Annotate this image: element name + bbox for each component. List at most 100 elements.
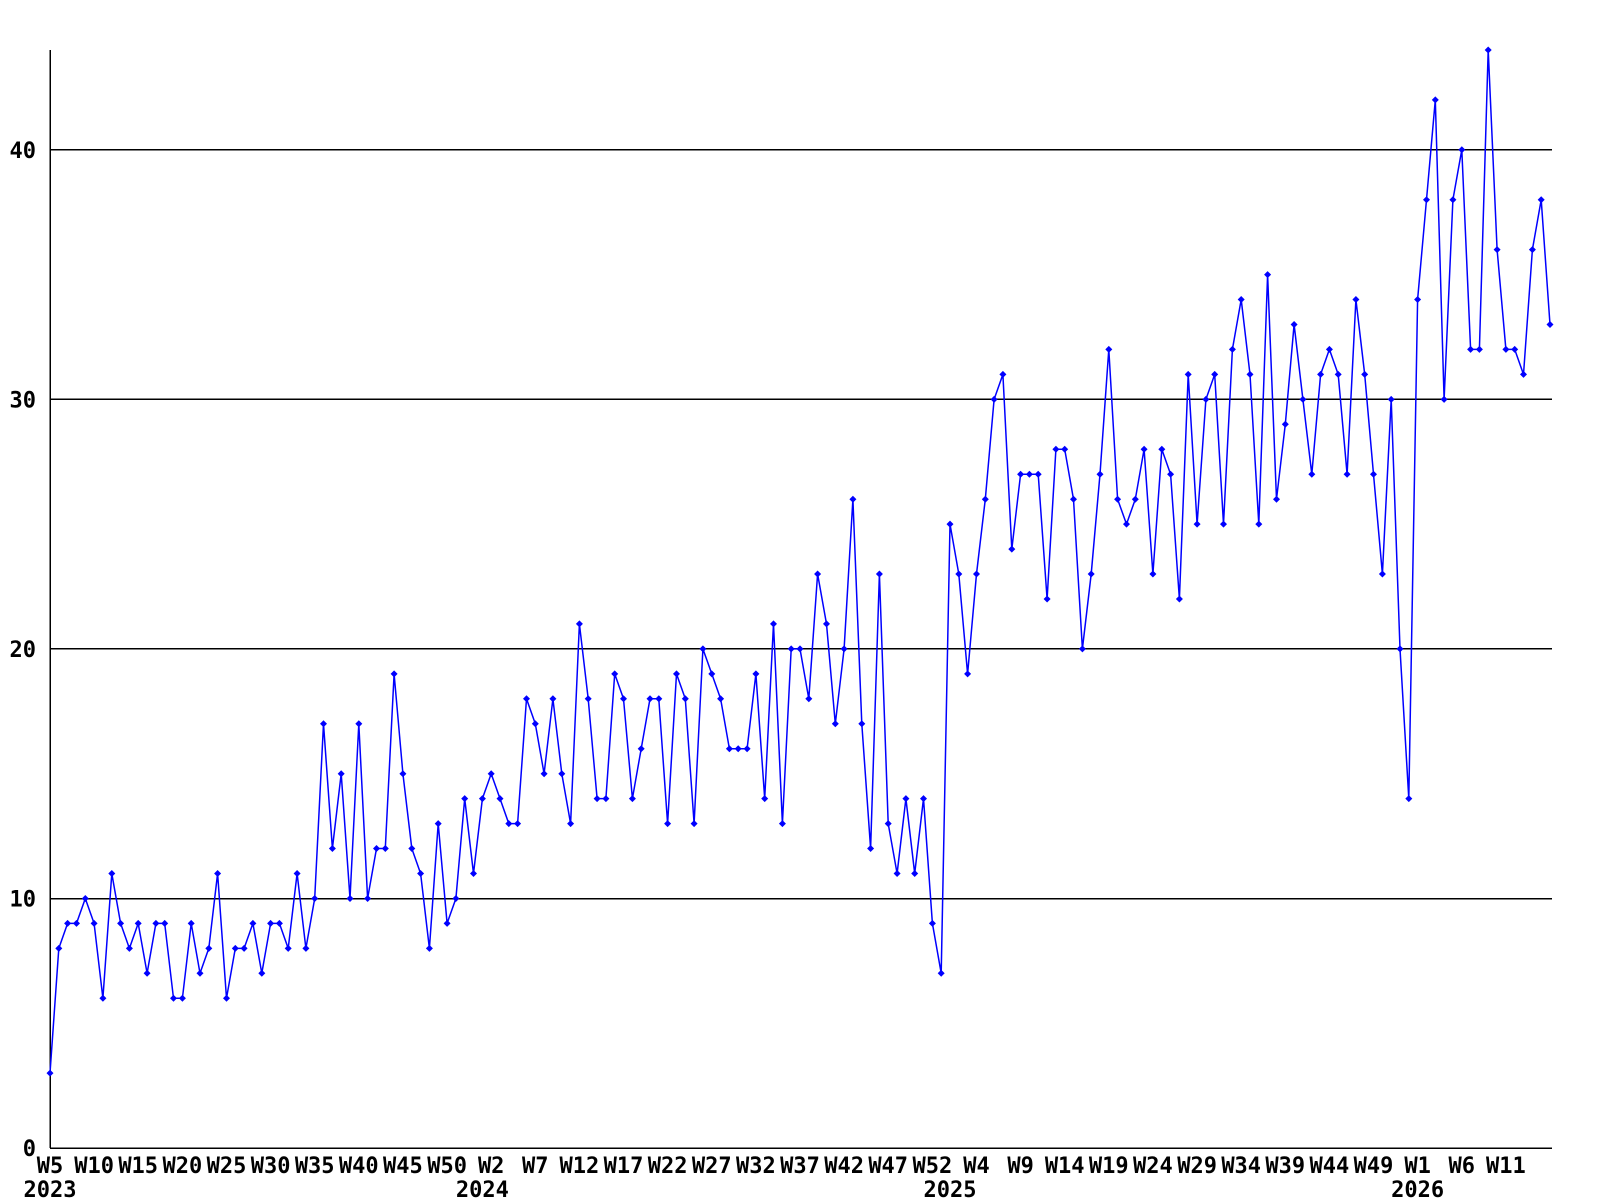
x-axis-tick-label-w17: W17 (604, 1154, 644, 1179)
data-point-marker (911, 870, 919, 877)
data-point-marker (540, 770, 548, 778)
data-point-marker (328, 845, 336, 852)
data-point-marker (267, 919, 275, 927)
data-point-marker (1167, 470, 1175, 478)
data-point-marker (681, 695, 689, 703)
data-point-marker (258, 969, 266, 977)
data-point-marker (1546, 321, 1554, 328)
data-point-marker (999, 370, 1007, 378)
data-point-marker (831, 720, 839, 728)
x-axis-tick-label-w50: W50 (427, 1154, 467, 1179)
x-axis-tick-label-w22: W22 (648, 1154, 688, 1179)
y-axis-tick-label-20: 20 (10, 638, 37, 663)
data-point-marker (628, 795, 636, 803)
data-point-marker (1281, 420, 1289, 428)
data-point-marker (1123, 520, 1130, 528)
data-point-marker (1052, 445, 1060, 453)
x-axis-tick-label-w14: W14 (1045, 1154, 1085, 1179)
x-axis-tick-label-w5: W5 (37, 1154, 64, 1179)
data-point-marker (955, 570, 963, 578)
data-point-marker (1043, 595, 1051, 603)
data-point-marker (81, 895, 89, 902)
data-point-marker (840, 645, 848, 653)
data-point-marker (1299, 395, 1307, 403)
data-point-marker (575, 620, 583, 628)
x-axis-tick-label-w24: W24 (1133, 1154, 1173, 1179)
y-axis-tick-label-10: 10 (10, 888, 37, 913)
data-point-marker (1273, 495, 1280, 503)
data-point-marker (152, 919, 160, 927)
data-point-marker (73, 919, 80, 927)
data-point-marker (990, 395, 998, 403)
x-axis-tick-label-w6: W6 (1449, 1154, 1476, 1179)
x-axis-tick-label-w19: W19 (1089, 1154, 1129, 1179)
data-point-marker (770, 620, 777, 628)
data-point-marker (64, 919, 72, 927)
data-point-marker (205, 944, 213, 952)
data-point-marker (125, 944, 133, 952)
data-point-marker (1475, 345, 1483, 353)
data-point-marker (302, 944, 310, 952)
data-point-marker (734, 745, 742, 753)
x-axis-tick-label-w15: W15 (118, 1154, 158, 1179)
data-point-marker (46, 1069, 54, 1077)
data-point-marker (170, 994, 177, 1002)
data-point-marker (1502, 345, 1510, 353)
data-point-marker (849, 495, 857, 503)
data-point-marker (496, 795, 504, 803)
x-axis-tick-label-w52: W52 (913, 1154, 953, 1179)
data-point-marker (823, 620, 830, 628)
data-point-marker (514, 820, 522, 828)
data-point-marker (505, 820, 513, 828)
data-point-marker (1228, 345, 1236, 353)
data-point-marker (1352, 296, 1360, 303)
data-point-marker (699, 645, 707, 653)
data-point-marker (55, 944, 63, 952)
data-point-marker (1193, 520, 1201, 528)
data-point-marker (1343, 470, 1351, 478)
data-point-marker (920, 795, 927, 803)
data-point-marker (1096, 470, 1104, 478)
data-point-marker (637, 745, 645, 753)
data-point-marker (1528, 246, 1536, 254)
x-axis-tick-label-w34: W34 (1221, 1154, 1261, 1179)
data-point-marker (1202, 395, 1210, 403)
data-point-marker (117, 919, 125, 927)
x-axis-tick-label-w49: W49 (1354, 1154, 1394, 1179)
data-point-marker (452, 895, 460, 902)
data-point-marker (143, 969, 151, 977)
data-point-marker (928, 919, 936, 927)
data-point-marker (293, 870, 301, 877)
data-point-marker (1237, 296, 1245, 303)
x-axis-tick-label-w20: W20 (163, 1154, 203, 1179)
data-point-marker (178, 994, 186, 1002)
data-point-marker (602, 795, 610, 803)
data-point-marker (161, 919, 169, 927)
data-point-marker (275, 919, 283, 927)
data-point-marker (584, 695, 592, 703)
x-axis-tick-label-w39: W39 (1265, 1154, 1305, 1179)
data-point-marker (373, 845, 380, 852)
x-axis-tick-label-w29: W29 (1177, 1154, 1217, 1179)
data-point-marker (1290, 321, 1298, 328)
x-axis-tick-label-w40: W40 (339, 1154, 379, 1179)
data-point-marker (567, 820, 575, 828)
data-point-marker (787, 645, 795, 653)
data-point-marker (1220, 520, 1227, 528)
x-axis-tick-label-w12: W12 (560, 1154, 600, 1179)
data-point-marker (1070, 495, 1077, 503)
data-point-marker (1025, 470, 1033, 478)
data-point-marker (461, 795, 469, 803)
data-point-marker (1484, 46, 1492, 54)
data-point-marker (1405, 795, 1413, 803)
data-point-marker (796, 645, 804, 653)
data-point-marker (1175, 595, 1183, 603)
data-point-marker (408, 845, 416, 852)
data-point-marker (1317, 370, 1325, 378)
data-point-marker (973, 570, 980, 578)
x-axis-tick-label-w37: W37 (780, 1154, 820, 1179)
x-axis-year-label-2024: 2024 (456, 1178, 509, 1200)
data-point-marker (1537, 196, 1545, 204)
data-point-marker (875, 570, 883, 578)
data-point-marker (346, 895, 354, 902)
